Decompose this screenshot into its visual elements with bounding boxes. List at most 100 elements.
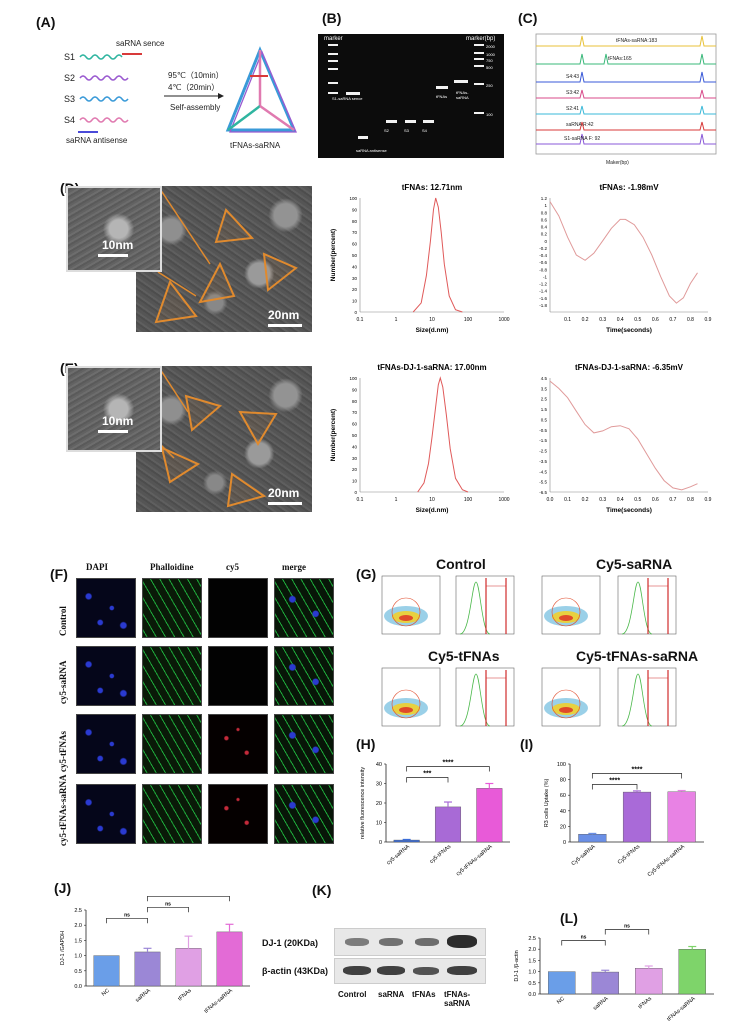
- y-axis-label: relative fluorescence intensity: [360, 767, 366, 839]
- panel-label-g: (G): [356, 566, 377, 582]
- flow-title-cy5-tfnas-sarna: Cy5-tFNAs-saRNA: [576, 648, 699, 664]
- significance-bracket: [591, 773, 683, 779]
- y-tick-label: 100: [557, 762, 566, 768]
- micrograph-cy5: [208, 646, 268, 706]
- micrograph-cy5: [208, 578, 268, 638]
- wb-row-label-actin: β-actin (43KDa): [262, 966, 329, 976]
- y-tick-label: 40: [560, 809, 566, 815]
- y-tick-label: 2.5: [528, 936, 536, 942]
- y-tick-label: 0.0: [74, 984, 82, 990]
- chart-e-zeta: tFNAs-DJ-1-saRNA: -6.35mV 0.0 0.1 0.2 0.3 0.4…: [539, 363, 711, 514]
- y-tick-label: 80: [352, 219, 358, 224]
- scale-bar-10nm-d: [98, 254, 128, 257]
- micrograph-cy5: [208, 714, 268, 774]
- bar: [548, 971, 576, 995]
- scale-bar-20nm-d: [268, 324, 302, 327]
- sense-label: saRNA sence: [116, 39, 165, 48]
- micrograph-phall: [142, 714, 202, 774]
- y-tick-label: 0.5: [74, 969, 82, 975]
- flow-scatter-plot: [541, 575, 601, 635]
- chart-title: tFNAs-DJ-1-saRNA: 17.00nm: [377, 363, 486, 372]
- y-tick-label: -1.6: [539, 296, 547, 301]
- trace-label-1: tFNAs-saRNA:183: [616, 38, 657, 44]
- y-tick-label: 40: [352, 264, 358, 269]
- col-label-cy5: cy5: [226, 562, 239, 572]
- gate: [391, 597, 421, 627]
- panel-label-h: (H): [356, 736, 376, 752]
- chart-l: 0.0 0.5 1.0 1.5 2.0 2.5 DJ-1 /β-actin NC saRNA tF…: [514, 924, 714, 1023]
- y-axis-label: DJ-1 /β-actin: [514, 950, 520, 981]
- y-tick-label: 100: [349, 376, 357, 381]
- significance-label: ****: [609, 778, 620, 785]
- bar: [591, 971, 619, 995]
- wb-band: [413, 967, 439, 975]
- panel-label-b: (B): [322, 10, 342, 26]
- y-tick-label: -0.6: [539, 260, 547, 265]
- flow-scatter-plot: [541, 667, 601, 727]
- y-tick-label: 3.5: [541, 386, 548, 391]
- scale-bar-10nm-e: [98, 430, 128, 433]
- y-tick-label: 20: [376, 801, 382, 807]
- x-tick-label: 0.2: [582, 317, 589, 323]
- chart-title: tFNAs-DJ-1-saRNA: -6.35mV: [575, 363, 684, 372]
- y-tick-label: 0: [544, 239, 547, 244]
- tem-image-e: 20nm: [136, 366, 312, 512]
- chart-d-size: tFNAs: 12.71nm 0.1 1 10 100 1000 0 10 20 30 40 50 60…: [330, 183, 510, 334]
- histogram-curve: [459, 581, 491, 635]
- x-tick-label: 0.4: [617, 497, 624, 503]
- scale-label-20nm-d: 20nm: [268, 308, 300, 322]
- tem-image-d: 20nm: [136, 186, 312, 332]
- flow-title-control: Control: [436, 556, 486, 572]
- col-label-dapi: DAPI: [86, 562, 108, 572]
- significance-label: ns: [624, 924, 630, 930]
- y-tick-label: 2.5: [541, 397, 548, 402]
- strand-label-s3: S3: [64, 94, 75, 104]
- y-tick-label: 40: [376, 762, 382, 768]
- y-tick-label: -1.5: [539, 438, 547, 443]
- y-tick-label: 0: [354, 310, 357, 315]
- row-label-control: Control: [58, 606, 68, 636]
- antisense-label: saRNA antisense: [66, 136, 128, 145]
- x-axis-label: Size(d.nm): [416, 507, 449, 514]
- x-tick-label: 10: [429, 497, 435, 503]
- flow-title-cy5-tfnas: Cy5-tFNAs: [428, 648, 500, 664]
- wb-strip-actin: [334, 958, 486, 984]
- x-tick-label: tFNAs: [637, 996, 653, 1011]
- x-tick-label: 0.1: [564, 317, 571, 323]
- histogram-curve: [459, 673, 491, 727]
- bp-2000: 2000: [486, 44, 495, 49]
- electropherogram: tFNAs-saRNA:183 tFNAs:165 S4:43 S3:42 S2…: [535, 33, 717, 166]
- bar: [93, 955, 120, 987]
- micrograph-dapi: [76, 646, 136, 706]
- panel-label-c: (C): [518, 10, 538, 26]
- significance-bracket: [604, 929, 650, 935]
- strand-label-s4: S4: [64, 115, 75, 125]
- x-tick-label: 100: [464, 317, 473, 323]
- y-tick-label: 1: [544, 203, 547, 208]
- x-tick-label: NC: [101, 988, 111, 998]
- y-tick-label: 60: [352, 242, 358, 247]
- scale-bar-20nm-e: [268, 502, 302, 505]
- y-tick-label: -0.2: [539, 246, 547, 251]
- y-tick-label: 0.4: [541, 225, 548, 230]
- y-tick-label: -0.5: [539, 428, 547, 433]
- bp-250: 250: [486, 83, 493, 88]
- chart-j: 0.0 0.5 1.0 1.5 2.0 2.5 DJ-1 /GAPDH NC saRNA tFNA…: [60, 896, 250, 1015]
- tem-inset-d: 10nm: [66, 186, 162, 272]
- wb-band: [345, 938, 369, 946]
- x-axis-label: Time(seconds): [606, 327, 652, 334]
- x-tick-label: 0.9: [705, 317, 712, 323]
- trace-label-6: saRNA R:42: [566, 122, 594, 128]
- x-tick-label: 1: [395, 497, 398, 503]
- x-tick-label: 1000: [498, 317, 509, 323]
- y-tick-label: 10: [376, 821, 382, 827]
- x-tick-label: 0.5: [634, 317, 641, 323]
- condition-2: 4℃（20min）: [168, 83, 219, 92]
- gate: [551, 597, 581, 627]
- gel-bands: [328, 44, 484, 139]
- y-tick-label: 1.5: [541, 407, 548, 412]
- x-tick-label: 10: [429, 317, 435, 323]
- flow-histogram: [455, 667, 515, 727]
- y-tick-label: 20: [352, 287, 358, 292]
- y-tick-label: 0.0: [528, 992, 536, 998]
